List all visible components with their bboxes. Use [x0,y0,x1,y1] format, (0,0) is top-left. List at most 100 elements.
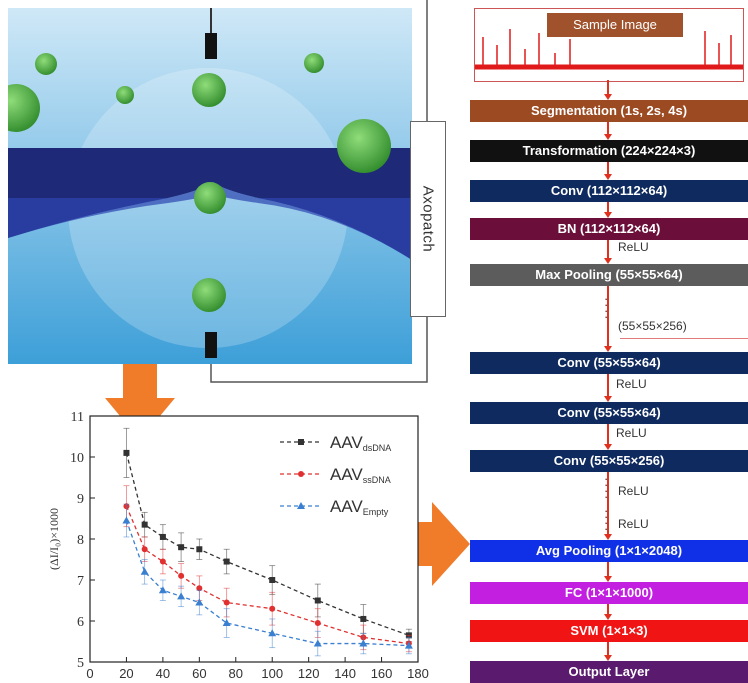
data-point [196,585,203,592]
electrode-bottom [205,332,217,358]
data-point [195,598,204,606]
axopatch-label: Axopatch [419,185,437,253]
connector-arrow [604,134,612,140]
y-tick-label: 10 [70,451,84,466]
legend-label: AAVdsDNA [330,433,391,453]
relu-label: ReLU [616,426,647,440]
data-point [123,449,130,456]
side-size-line [620,338,748,339]
x-tick-label: 0 [86,666,93,681]
data-point [122,516,131,524]
y-tick-label: 9 [77,492,84,507]
data-point [313,639,322,647]
membrane [8,148,412,260]
series-dsdna [123,427,412,642]
current-blockade-chart: 0 20 40 60 80 100 120 140 160 180 5 6 7 8 9 10 11 (ΔI/I₀)… [47,410,429,681]
layer-6: Conv (55×55×64) [470,352,748,374]
side-size-label: (55×55×256) [618,319,687,333]
x-tick-label: 60 [192,666,206,681]
relu-label: ReLU [616,377,647,391]
data-point [196,546,203,553]
x-tick-label: 40 [156,666,170,681]
data-point [314,620,321,627]
data-point [298,439,304,445]
y-tick-label: 8 [77,533,84,548]
dotted-connector: · · · · [604,471,609,504]
series-line [125,520,409,647]
x-tick-label: 180 [407,666,429,681]
layer-5: Max Pooling (55×55×64) [470,264,748,286]
connector-arrow [604,444,612,450]
data-point [178,572,185,579]
nanopore-illustration [8,8,412,364]
legend-entry: AAVEmpty [280,497,389,517]
connector-arrow [604,576,612,582]
connector-line [607,240,609,258]
relu-label: ReLU [618,240,649,254]
connector-arrow [604,212,612,218]
electrode-top [205,33,217,59]
data-point [141,546,148,553]
layer-2: Transformation (224×224×3) [470,140,748,162]
connector-line [607,424,609,444]
x-tick-label: 80 [229,666,243,681]
y-axis-label: (ΔI/I₀)×1000 [47,508,61,570]
legend-entry: AAVssDNA [280,465,391,485]
layer-1: Segmentation (1s, 2s, 4s) [470,100,748,122]
data-point [177,592,186,600]
series-empty [122,503,413,657]
virus-particle [116,86,134,104]
connector-line [607,472,609,534]
y-tick-label: 7 [77,574,84,589]
virus-particle [304,53,324,73]
layer-8: Conv (55×55×256) [470,450,748,472]
layer-11: SVM (1×1×3) [470,620,748,642]
membrane-lower [8,182,412,260]
axopatch-box: Axopatch [410,121,446,317]
connector-line [607,374,609,396]
sample-image: Sample Image [474,8,744,82]
series-ssdna [123,485,412,653]
legend-label: AAVssDNA [330,465,391,485]
connector-line [607,286,609,346]
connector-arrow [604,346,612,352]
y-tick-label: 5 [77,656,84,671]
data-point [297,502,305,509]
layer-12: Output Layer [470,661,748,683]
virus-particle [192,278,226,312]
virus-particle [192,73,226,107]
data-point [314,597,321,604]
connector-line [607,642,609,655]
data-point [223,558,230,565]
data-point [222,619,231,627]
sample-image-title: Sample Image [547,13,683,37]
data-point [223,599,230,606]
virus-particle [35,53,57,75]
connector-line [607,122,609,134]
data-point [158,586,167,594]
data-point [140,567,149,575]
x-tick-label: 160 [371,666,393,681]
virus-particles [8,53,391,312]
connector-arrow [604,396,612,402]
y-tick-label: 6 [77,615,84,630]
x-tick-label: 20 [119,666,133,681]
relu-label: ReLU [618,484,649,498]
data-point [298,471,304,477]
sample-signal-trace [475,29,743,70]
data-point [141,521,148,528]
x-tick-label: 100 [261,666,283,681]
x-tick-label: 140 [334,666,356,681]
relu-label: ReLU [618,517,649,531]
data-point [269,605,276,612]
layer-7: Conv (55×55×64) [470,402,748,424]
down-arrow [105,364,175,440]
y-tick-label: 11 [71,410,84,425]
data-point [268,629,277,637]
virus-particle [8,84,40,132]
dotted-connector: · · · · [604,503,609,536]
layer-10: FC (1×1×1000) [470,582,748,604]
virus-particle [337,119,391,173]
connector-arrow [604,258,612,264]
cnn-pipeline: Sample Image Segmentation (1s, 2s, 4s) Tr… [470,8,748,683]
